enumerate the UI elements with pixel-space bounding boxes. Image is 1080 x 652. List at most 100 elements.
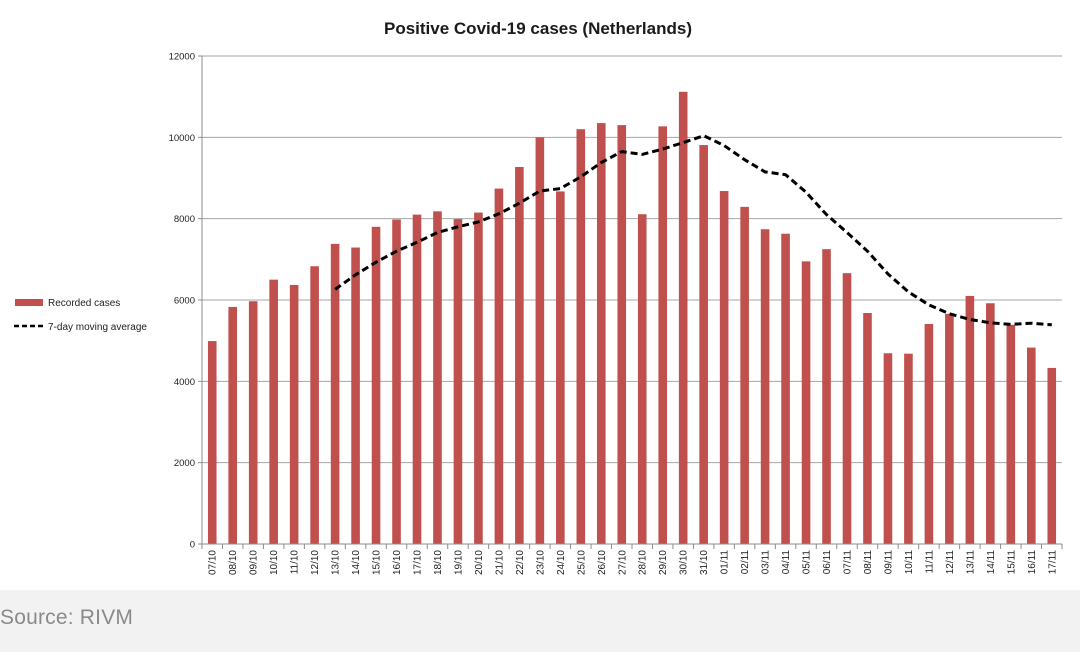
bar-recorded-cases	[1026, 347, 1036, 544]
x-tick-label: 25/10	[576, 550, 587, 575]
x-tick-label: 10/10	[269, 550, 280, 575]
y-axis-ticks: 0 2000 4000 6000 8000 10000 12000	[169, 52, 202, 551]
bar-recorded-cases	[617, 125, 627, 544]
x-tick-label: 11/11	[924, 550, 935, 574]
x-tick-label: 15/11	[1006, 550, 1017, 575]
x-tick-label: 06/11	[822, 550, 833, 575]
y-tick-label: 6000	[174, 296, 195, 307]
bar-recorded-cases	[904, 353, 913, 544]
bar-recorded-cases	[760, 229, 770, 545]
x-tick-label: 08/11	[863, 550, 874, 575]
x-tick-label: 22/10	[515, 550, 526, 575]
bar-recorded-cases	[719, 191, 729, 544]
bar-recorded-cases	[924, 323, 934, 544]
x-tick-label: 03/11	[761, 550, 772, 575]
bar-recorded-cases	[310, 266, 319, 544]
y-tick-label: 12000	[169, 52, 195, 63]
bar-recorded-cases	[535, 137, 545, 545]
bar-recorded-cases	[945, 313, 954, 544]
bar-recorded-cases	[289, 284, 299, 544]
bar-recorded-cases	[1047, 367, 1057, 544]
bar-recorded-cases	[822, 249, 831, 544]
bar-recorded-cases	[371, 226, 381, 545]
grid-lines	[202, 55, 1062, 464]
x-tick-label: 09/10	[249, 550, 260, 575]
x-tick-label: 24/10	[556, 550, 567, 575]
x-tick-label: 26/10	[597, 550, 608, 575]
x-tick-label: 27/10	[617, 550, 628, 575]
y-tick-label: 2000	[174, 458, 195, 469]
bar-recorded-cases	[330, 243, 340, 544]
bar-recorded-cases	[576, 129, 586, 544]
x-tick-label: 29/10	[658, 550, 669, 575]
bar-series	[207, 91, 1057, 545]
x-tick-label: 28/10	[638, 550, 649, 575]
x-tick-label: 17/11	[1047, 550, 1058, 575]
bar-recorded-cases	[207, 341, 217, 544]
line-moving-average	[334, 134, 1052, 327]
bar-recorded-cases	[412, 214, 422, 544]
x-tick-label: 07/10	[208, 550, 219, 575]
bar-recorded-cases	[474, 212, 483, 545]
legend-label-recorded-cases: Recorded cases	[48, 298, 120, 309]
chart-canvas: Positive Covid-19 cases (Netherlands) 02…	[0, 0, 1080, 590]
x-tick-label: 14/11	[986, 550, 997, 575]
bar-recorded-cases	[494, 188, 504, 544]
x-tick-label: 12/10	[310, 550, 321, 575]
bar-recorded-cases	[637, 214, 647, 544]
bar-recorded-cases	[515, 167, 524, 544]
moving-average-series	[334, 134, 1052, 327]
y-tick-label: 10000	[169, 133, 195, 144]
x-tick-label: 13/11	[965, 550, 976, 575]
bar-recorded-cases	[781, 233, 790, 545]
bar-recorded-cases	[986, 303, 995, 544]
bar-recorded-cases	[453, 219, 463, 544]
x-tick-label: 17/10	[413, 550, 424, 575]
x-tick-label: 16/10	[392, 550, 403, 575]
x-tick-label: 05/11	[802, 550, 813, 575]
bar-recorded-cases	[863, 313, 872, 544]
x-tick-label: 16/11	[1027, 550, 1038, 575]
x-tick-label: 11/10	[290, 550, 301, 575]
source-caption: Source: RIVM	[0, 606, 134, 629]
x-tick-label: 04/11	[781, 550, 792, 575]
bar-recorded-cases	[740, 206, 749, 544]
x-tick-label: 18/10	[433, 550, 444, 575]
x-tick-label: 21/10	[494, 550, 505, 575]
x-tick-label: 23/10	[535, 550, 546, 575]
bar-recorded-cases	[392, 219, 401, 545]
x-tick-label: 07/11	[843, 550, 854, 575]
bar-recorded-cases	[556, 191, 565, 545]
bar-recorded-cases	[699, 145, 708, 544]
bar-recorded-cases	[1006, 324, 1016, 544]
bar-recorded-cases	[965, 295, 975, 544]
bar-recorded-cases	[228, 306, 238, 544]
x-tick-label: 15/10	[372, 550, 383, 575]
bar-recorded-cases	[596, 123, 606, 544]
x-tick-label: 10/11	[904, 550, 915, 575]
y-tick-label: 0	[190, 540, 195, 551]
x-tick-label: 09/11	[883, 550, 894, 575]
x-tick-label: 20/10	[474, 550, 485, 575]
bar-recorded-cases	[351, 247, 360, 545]
x-tick-label: 01/11	[720, 550, 731, 575]
bar-recorded-cases	[658, 126, 668, 544]
x-tick-label: 02/11	[740, 550, 751, 575]
x-tick-label: 19/10	[453, 550, 464, 575]
x-tick-label: 12/11	[945, 550, 956, 575]
chart-title: Positive Covid-19 cases (Netherlands)	[384, 19, 692, 38]
bar-recorded-cases	[801, 261, 811, 544]
bar-recorded-cases	[678, 91, 688, 544]
bar-recorded-cases	[433, 211, 442, 544]
legend-swatch-recorded-cases	[15, 299, 43, 306]
x-tick-label: 31/10	[699, 550, 710, 575]
x-tick-label: 30/10	[679, 550, 690, 575]
legend-label-moving-average: 7-day moving average	[48, 322, 147, 333]
bar-recorded-cases	[269, 279, 278, 544]
bar-recorded-cases	[842, 273, 852, 544]
x-axis-ticks: 07/10 08/10 09/10 10/10 11/10 12/10 13/10 14/10…	[201, 544, 1063, 575]
y-tick-label: 4000	[174, 377, 195, 388]
y-tick-label: 8000	[174, 214, 195, 225]
x-tick-label: 08/10	[228, 550, 239, 575]
